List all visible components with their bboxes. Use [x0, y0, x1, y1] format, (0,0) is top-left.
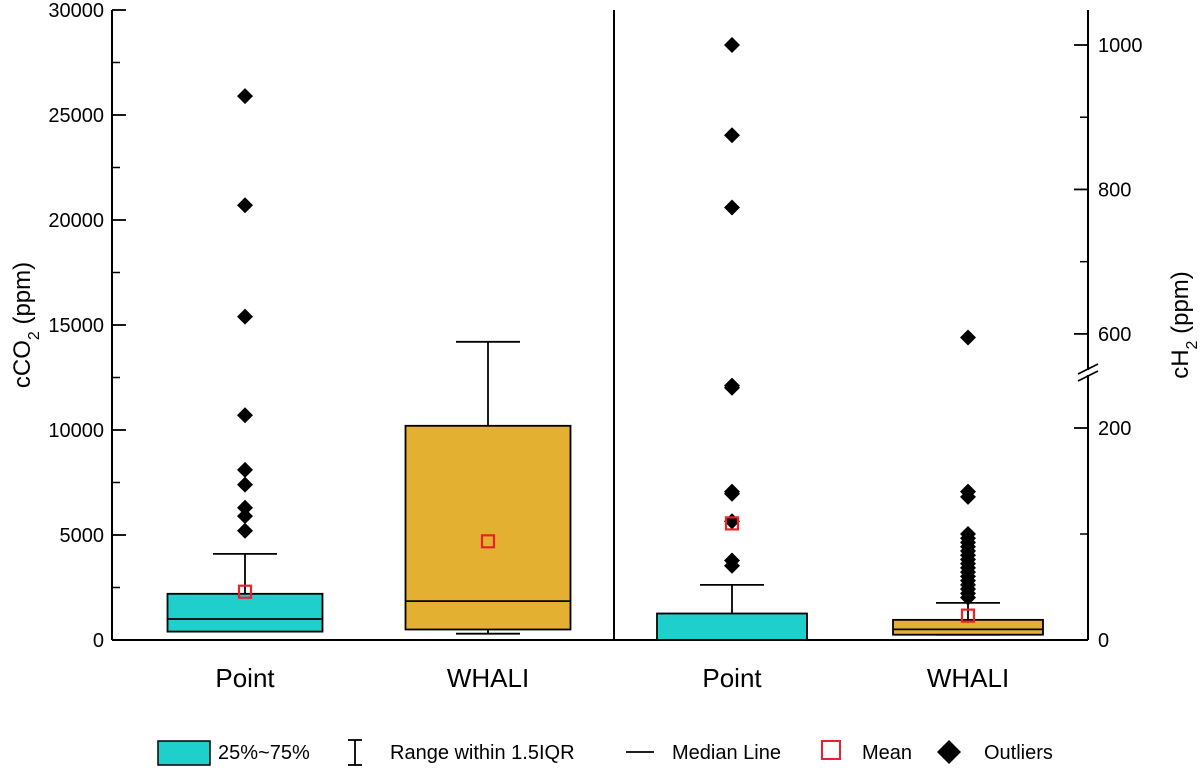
- right-y-axis-title: cH2 (ppm): [1167, 271, 1200, 379]
- right-tick-label: 0: [1098, 630, 1109, 652]
- legend-mean-label: Mean: [862, 742, 912, 764]
- right-ylabel-suffix: (ppm): [1167, 271, 1194, 340]
- axis-break-mark-2: [1077, 370, 1099, 382]
- axis-break-mark-1: [1077, 363, 1099, 375]
- left-point-iqr-box: [166, 592, 324, 633]
- right-whali-outlier: [960, 526, 976, 542]
- left-tick-label: 0: [93, 630, 104, 652]
- right-tick-label: 800: [1098, 179, 1131, 201]
- left-y-ticks: 0 5000 10000 15000 20000 25000 30000: [48, 0, 126, 652]
- left-y-axis-title: cCO2 (ppm): [9, 262, 43, 388]
- legend: 25%~75% Range within 1.5IQR Median Line …: [157, 739, 1053, 766]
- right-point-box-group: [656, 37, 808, 641]
- left-tick-label: 10000: [48, 420, 104, 442]
- legend-box-swatch: [157, 740, 211, 766]
- left-whali-box-group: [404, 340, 572, 635]
- right-whali-box-group: [892, 329, 1044, 636]
- right-point-outlier: [724, 127, 740, 144]
- left-tick-label: 5000: [60, 525, 105, 547]
- left-point-outlier: [237, 407, 253, 424]
- right-point-outlier: [724, 199, 740, 216]
- right-whali-mean-marker: [960, 608, 976, 623]
- left-tick-label: 30000: [48, 0, 104, 22]
- left-point-outlier: [237, 476, 253, 493]
- left-ylabel-suffix: (ppm): [9, 262, 36, 331]
- right-point-iqr-box: [656, 612, 808, 641]
- left-whali-mean-marker: [480, 534, 496, 549]
- left-point-outlier: [237, 522, 253, 539]
- left-ylabel-prefix: cCO: [9, 340, 36, 388]
- legend-mean-marker: [821, 740, 841, 760]
- category-label-point-left: Point: [215, 663, 275, 693]
- right-tick-label: 1000: [1098, 35, 1143, 57]
- legend-range-label: Range within 1.5IQR: [390, 742, 575, 764]
- legend-outlier-marker: [937, 740, 961, 764]
- left-point-outlier: [237, 308, 253, 325]
- left-ylabel-sub: 2: [26, 331, 43, 340]
- left-point-mean-marker: [237, 584, 253, 599]
- category-label-whali-left: WHALI: [447, 663, 529, 693]
- legend-median-label: Median Line: [672, 742, 781, 764]
- category-label-whali-right: WHALI: [927, 663, 1009, 693]
- left-tick-label: 25000: [48, 105, 104, 127]
- right-whali-outlier: [960, 329, 976, 346]
- left-point-outlier: [237, 461, 253, 478]
- legend-outliers-label: Outliers: [984, 742, 1053, 764]
- left-whali-iqr-box: [404, 424, 572, 631]
- right-whali-iqr-box: [892, 618, 1044, 636]
- legend-range-icon: [348, 739, 362, 766]
- left-point-box-group: [166, 88, 324, 633]
- left-tick-label: 15000: [48, 315, 104, 337]
- left-point-outlier: [237, 197, 253, 214]
- right-point-mean-marker: [724, 516, 740, 531]
- right-tick-label: 600: [1098, 324, 1131, 346]
- boxes-layer: [166, 37, 1044, 641]
- right-ylabel-sub: 2: [1184, 340, 1200, 349]
- legend-box-label: 25%~75%: [218, 742, 310, 764]
- right-point-outlier: [724, 377, 740, 394]
- left-tick-label: 20000: [48, 210, 104, 232]
- right-tick-label: 200: [1098, 418, 1131, 440]
- left-point-outlier: [237, 88, 253, 105]
- right-ylabel-prefix: cH: [1167, 349, 1194, 378]
- category-label-point-right: Point: [702, 663, 762, 693]
- left-point-outlier: [237, 499, 253, 516]
- right-point-outlier: [724, 37, 740, 53]
- right-point-outlier: [724, 552, 740, 569]
- right-y-ticks: 0 200 600 800 1000: [1074, 35, 1143, 652]
- left-point-outlier: [237, 508, 253, 525]
- right-whali-outlier: [960, 483, 976, 500]
- right-point-outlier: [724, 483, 740, 500]
